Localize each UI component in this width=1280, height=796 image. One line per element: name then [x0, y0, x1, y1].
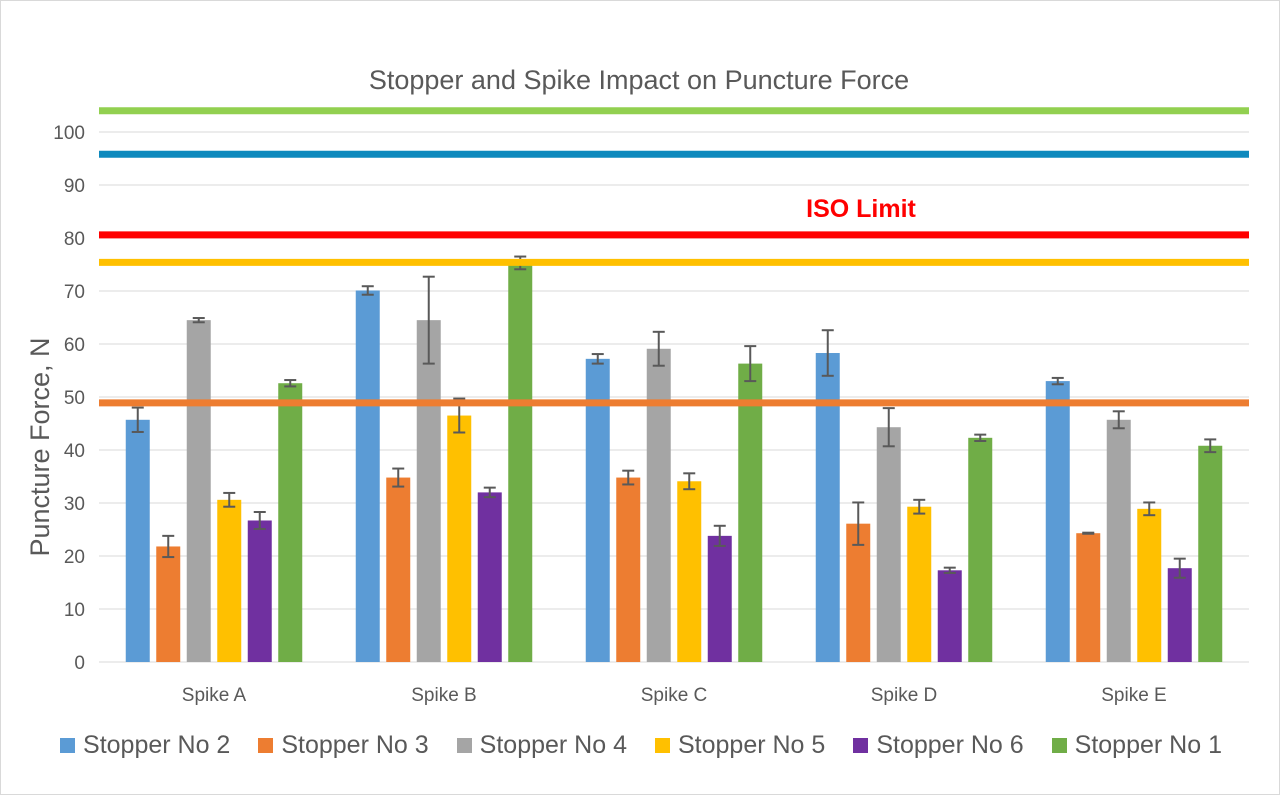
y-tick-label: 100 — [53, 123, 85, 144]
bar — [416, 320, 441, 662]
legend-swatch — [60, 737, 76, 753]
y-tick-label: 30 — [64, 494, 85, 515]
bar — [278, 383, 303, 662]
bar — [1167, 568, 1192, 662]
x-tick-label: Spike B — [411, 685, 476, 706]
bar — [677, 481, 702, 662]
legend-item: Stopper No 5 — [655, 731, 825, 760]
legend-swatch — [853, 737, 869, 753]
y-tick-label: 20 — [64, 547, 85, 568]
y-tick-label: 90 — [64, 176, 85, 197]
legend-swatch — [655, 737, 670, 753]
bar — [1198, 445, 1223, 662]
y-tick-label: 70 — [64, 282, 85, 303]
legend-label: Stopper No 6 — [876, 730, 1024, 759]
x-tick-label: Spike C — [641, 685, 708, 706]
bar — [1076, 533, 1101, 662]
x-tick-labels: Spike A Spike B Spike C Spike D Spike E — [182, 685, 1167, 706]
bar — [585, 358, 610, 662]
bar — [968, 437, 993, 662]
x-tick-label: Spike A — [182, 685, 247, 706]
y-axis-label: Puncture Force, N — [25, 337, 55, 556]
bar — [186, 320, 211, 662]
y-tick-labels: 0 10 20 30 40 50 60 70 80 90 100 — [53, 123, 85, 674]
legend-swatch — [258, 737, 274, 753]
reference-lines: ISO Limit — [99, 107, 1249, 407]
legend-item: Stopper No 2 — [60, 731, 230, 760]
legend-item: Stopper No 4 — [456, 730, 627, 760]
iso-limit-label: ISO Limit — [806, 195, 916, 223]
bar — [386, 477, 411, 662]
legend-label: Stopper No 2 — [83, 730, 231, 759]
bars — [125, 262, 1223, 662]
bar — [125, 419, 150, 662]
legend-label: Stopper No 1 — [1074, 730, 1222, 759]
legend-item: Stopper No 1 — [1051, 730, 1222, 760]
y-tick-label: 50 — [64, 388, 85, 409]
bar — [217, 499, 242, 662]
error-bars — [131, 255, 1217, 579]
bar — [907, 506, 932, 662]
x-tick-label: Spike D — [871, 685, 938, 706]
bar — [646, 348, 671, 662]
bar — [937, 570, 962, 662]
bar — [1045, 381, 1070, 662]
y-tick-label: 80 — [64, 229, 85, 250]
legend-swatch — [456, 737, 472, 753]
legend-item: Stopper No 6 — [853, 730, 1024, 760]
bar — [738, 363, 763, 662]
bar — [156, 546, 181, 662]
bar — [876, 427, 901, 662]
bar — [1137, 508, 1162, 662]
bar — [355, 290, 380, 662]
x-tick-label: Spike E — [1101, 685, 1166, 706]
bar — [707, 535, 732, 662]
bar — [247, 520, 272, 662]
legend-label: Stopper No 4 — [479, 730, 627, 759]
bar — [846, 523, 871, 662]
chart-title: Stopper and Spike Impact on Puncture For… — [369, 65, 909, 95]
bar — [508, 262, 533, 662]
bar — [616, 477, 641, 662]
legend-label: Stopper No 3 — [281, 730, 429, 759]
y-tick-label: 60 — [64, 335, 85, 356]
legend-swatch — [1051, 737, 1067, 753]
y-tick-label: 0 — [74, 653, 85, 674]
bar — [477, 492, 502, 662]
legend: Stopper No 2 Stopper No 3 Stopper No 4 Stop… — [1, 728, 1280, 762]
y-tick-label: 40 — [64, 441, 85, 462]
legend-label: Stopper No 5 — [678, 730, 826, 759]
bar — [1106, 419, 1131, 662]
y-tick-label: 10 — [64, 600, 85, 621]
legend-item: Stopper No 3 — [258, 730, 429, 760]
bar — [447, 415, 472, 662]
